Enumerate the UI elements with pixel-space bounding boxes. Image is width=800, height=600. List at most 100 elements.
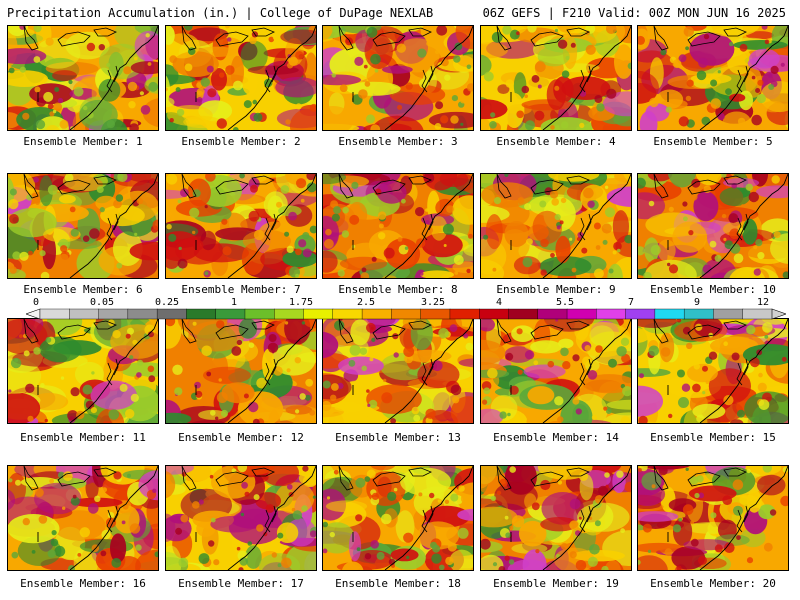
precip-speckle [397,237,403,242]
precip-blob [59,194,76,204]
precip-speckle [331,383,339,391]
precip-blob [240,40,268,71]
precip-blob [323,26,334,40]
precip-speckle [753,245,758,250]
precip-speckle [248,342,255,348]
colorbar-swatch [274,308,305,320]
precip-blob [497,84,510,94]
great-lakes-outline [653,174,747,199]
precip-blob [325,500,368,513]
precip-speckle [710,512,717,519]
precip-speckle [256,524,264,532]
precip-speckle [572,397,580,405]
precip-blob [90,380,137,410]
ensemble-panel [637,465,789,571]
precip-speckle [331,73,336,78]
precip-speckle [524,350,535,360]
precip-blob [35,37,81,69]
precip-speckle [189,207,200,218]
precip-speckle [11,551,19,559]
precip-speckle [664,548,673,557]
precip-speckle [642,523,652,533]
colorbar-swatch [244,308,275,320]
precip-blob [638,70,659,105]
precip-speckle [758,399,770,410]
precip-blob [420,270,454,278]
precip-speckle [768,84,775,90]
precip-speckle [509,525,514,531]
colorbar-tick-label: 0.25 [154,297,180,308]
precip-speckle [526,238,533,245]
precip-speckle [47,103,54,110]
coastline [227,26,316,130]
precip-speckle [295,273,300,278]
precip-speckle [569,237,573,241]
precip-blob [481,506,518,528]
ensemble-member-label: Ensemble Member: 1 [23,135,143,148]
precip-blob [262,348,275,380]
colorbar-swatch [596,308,627,320]
precip-speckle [781,356,787,362]
precip-speckle [575,408,582,415]
ensemble-member-label: Ensemble Member: 11 [20,431,146,444]
precip-speckle [123,66,132,75]
precip-blob [370,466,396,471]
precip-blob [546,79,566,111]
precip-speckle [225,26,230,29]
precip-speckle [264,78,273,88]
precip-speckle [349,344,361,356]
precip-speckle [288,211,297,221]
bay-outline [106,358,119,386]
precip-speckle [483,234,489,240]
precip-speckle [249,36,257,45]
precip-speckle [77,553,82,557]
precip-speckle [127,81,138,92]
precip-speckle [436,26,448,36]
precip-blob [589,325,615,346]
great-lakes-outline [181,174,275,199]
precip-speckle [364,476,371,482]
precip-map [481,174,631,278]
precip-speckle [569,498,581,510]
bay-outline [579,505,592,533]
precip-speckle [578,471,589,481]
precip-blob [191,420,227,423]
precip-speckle [216,320,225,329]
great-lakes-outline [23,319,117,344]
precip-speckle [267,342,279,353]
precip-speckle [527,26,537,33]
precip-speckle [334,320,345,331]
precip-speckle [132,339,138,345]
precip-blob [284,319,311,345]
precip-speckle [393,487,398,492]
precip-speckle [226,37,232,42]
precip-blob [746,489,762,513]
precip-speckle [692,383,701,393]
precip-speckle [423,174,435,184]
precip-speckle [460,122,464,126]
ensemble-member-label: Ensemble Member: 12 [178,431,304,444]
precip-speckle [627,62,631,70]
great-lakes-outline [496,174,590,199]
precip-speckle [27,415,34,422]
precip-speckle [100,550,107,557]
precip-speckle [8,478,13,483]
precip-speckle [192,189,201,198]
precip-speckle [286,368,291,373]
precip-speckle [682,326,691,335]
precip-speckle [587,556,598,567]
colorbar-tick-label: 0.05 [89,297,115,308]
precip-speckle [443,244,447,247]
precip-blob [452,195,473,225]
precip-speckle [647,549,652,553]
precip-speckle [593,222,601,230]
precip-speckle [502,26,512,35]
coastline [384,174,473,278]
precip-speckle [508,559,515,565]
precip-speckle [722,495,733,506]
precip-blob [641,472,662,491]
precip-speckle [445,556,454,566]
precip-speckle [535,549,540,554]
precip-speckle [302,248,312,258]
precip-speckle [50,538,59,547]
